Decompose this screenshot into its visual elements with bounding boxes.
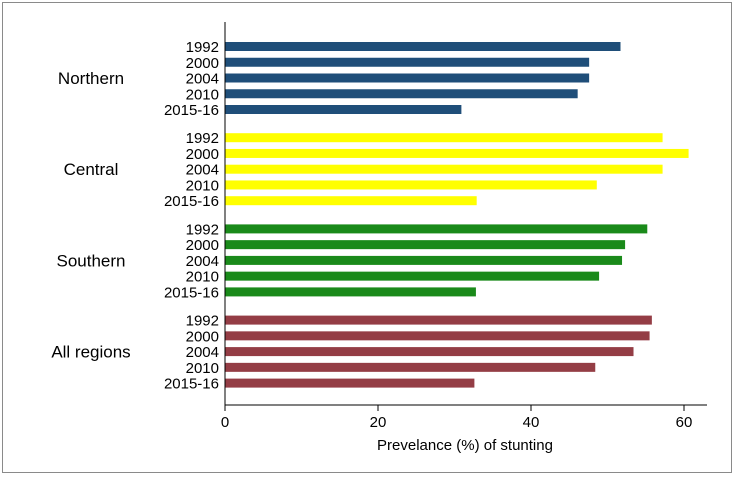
x-tick-label-20: 20 — [370, 414, 387, 431]
bar-southern-2004 — [225, 256, 622, 265]
labels-layer: 19922000200420102015-16Northern199220002… — [51, 39, 219, 393]
bar-southern-2000 — [225, 240, 625, 249]
bar-northern-2015-16 — [225, 105, 461, 114]
category-label-southern-1992: 1992 — [186, 221, 219, 238]
category-label-central-2010: 2010 — [186, 177, 219, 194]
category-label-all-regions-2015-16: 2015-16 — [164, 376, 219, 393]
x-tick-label-60: 60 — [676, 414, 693, 431]
category-label-all-regions-2000: 2000 — [186, 328, 219, 345]
bar-northern-2004 — [225, 74, 589, 83]
category-label-central-2015-16: 2015-16 — [164, 193, 219, 210]
category-label-northern-1992: 1992 — [186, 39, 219, 56]
category-label-all-regions-2010: 2010 — [186, 360, 219, 377]
bar-all-regions-2000 — [225, 331, 650, 340]
x-tick-label-40: 40 — [523, 414, 540, 431]
bar-southern-2015-16 — [225, 287, 476, 296]
group-label-southern: Southern — [57, 251, 126, 270]
x-tick-label-0: 0 — [221, 414, 229, 431]
bar-central-2015-16 — [225, 196, 477, 205]
x-axis-title: Prevelance (%) of stunting — [377, 437, 553, 454]
bar-all-regions-2004 — [225, 347, 634, 356]
category-label-southern-2000: 2000 — [186, 237, 219, 254]
bar-central-1992 — [225, 133, 663, 142]
category-label-southern-2010: 2010 — [186, 269, 219, 286]
bar-southern-2010 — [225, 272, 599, 281]
bar-central-2000 — [225, 149, 689, 158]
category-label-all-regions-2004: 2004 — [186, 344, 219, 361]
category-label-southern-2015-16: 2015-16 — [164, 284, 219, 301]
bar-all-regions-2015-16 — [225, 379, 474, 388]
category-label-central-2000: 2000 — [186, 146, 219, 163]
category-label-northern-2004: 2004 — [186, 71, 219, 88]
bar-northern-2010 — [225, 89, 578, 98]
category-label-all-regions-1992: 1992 — [186, 313, 219, 330]
group-label-northern: Northern — [58, 69, 124, 88]
bar-northern-2000 — [225, 58, 589, 67]
category-label-northern-2010: 2010 — [186, 86, 219, 103]
bar-all-regions-2010 — [225, 363, 595, 372]
category-label-central-2004: 2004 — [186, 162, 219, 179]
bar-northern-1992 — [225, 42, 621, 51]
bar-central-2004 — [225, 165, 663, 174]
category-label-northern-2000: 2000 — [186, 55, 219, 72]
bar-southern-1992 — [225, 224, 647, 233]
category-label-southern-2004: 2004 — [186, 253, 219, 270]
bars-layer — [225, 42, 689, 388]
bar-central-2010 — [225, 180, 597, 189]
group-label-central: Central — [64, 160, 119, 179]
category-label-central-1992: 1992 — [186, 130, 219, 147]
bar-all-regions-1992 — [225, 316, 652, 325]
category-label-northern-2015-16: 2015-16 — [164, 102, 219, 119]
group-label-all-regions: All regions — [51, 343, 130, 362]
